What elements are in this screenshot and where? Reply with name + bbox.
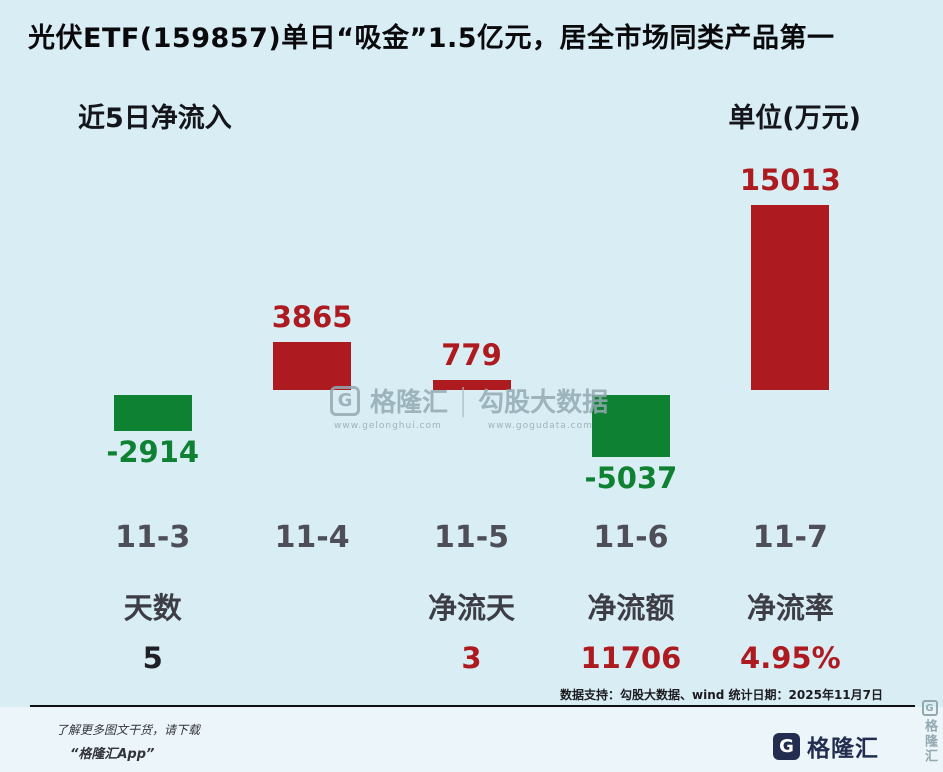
side-watermark-logo-icon: G <box>921 700 938 716</box>
stat-value-2: 11706 <box>580 641 682 675</box>
footer-promo-line2: “格隆汇App” <box>70 747 155 762</box>
date-label-11-6: 11-6 <box>593 520 669 555</box>
chart-title: 近5日净流入 <box>78 103 232 134</box>
bar-value-label: 15013 <box>739 163 841 198</box>
bar-column-11-5: 779 <box>392 150 551 480</box>
date-label-11-5: 11-5 <box>433 520 510 555</box>
side-watermark-text: 格隆汇 <box>922 719 937 764</box>
date-label-11-4: 11-4 <box>274 520 350 555</box>
page-title: 光伏ETF(159857)单日“吸金”1.5亿元，居全市场同类产品第一 <box>28 23 835 54</box>
center-watermark: G 格隆汇 | 勾股大数据 www.gelonghui.com www.gogu… <box>330 382 660 431</box>
stat-value-empty <box>232 641 391 675</box>
bar-11-7 <box>751 205 830 390</box>
bar-column-11-7: 15013 <box>711 150 870 480</box>
x-axis-labels: 11-3 11-4 11-5 11-6 11-7 <box>73 520 870 555</box>
stats-value-row: 5 3 11706 4.95% <box>73 641 870 675</box>
footer-divider <box>30 705 915 707</box>
stat-label-0: 天数 <box>123 591 182 625</box>
watermark-data-url: www.gogudata.com <box>487 421 593 431</box>
bar-11-4 <box>273 342 352 390</box>
bar-11-6 <box>591 395 670 457</box>
watermark-data-brand: 勾股大数据 <box>478 388 609 418</box>
stat-label-empty <box>232 585 391 627</box>
stat-label-1: 净流天 <box>428 591 516 625</box>
data-source-note: 数据支持：勾股大数据、wind 统计日期：2025年11月7日 <box>560 688 883 702</box>
bar-value-label: -5037 <box>584 460 678 495</box>
bar-value-label: -2914 <box>106 434 200 469</box>
bar-11-5 <box>432 380 511 390</box>
date-label-11-3: 11-3 <box>115 520 191 555</box>
watermark-row: G 格隆汇 | 勾股大数据 <box>330 382 660 419</box>
bar-value-label: 3865 <box>271 300 353 335</box>
footer-promo-line1: 了解更多图文干货，请下载 <box>56 723 201 737</box>
stats-label-row: 天数 净流天 净流额 净流率 <box>73 585 870 627</box>
stat-label-3: 净流率 <box>746 591 834 625</box>
gelonghui-logo-icon: G <box>773 732 800 760</box>
watermark-brand-url: www.gelonghui.com <box>334 421 442 431</box>
unit-label: 单位(万元) <box>728 103 861 134</box>
gelonghui-logo: G 格隆汇 <box>773 729 879 763</box>
watermark-separator: | <box>458 383 469 418</box>
watermark-brand: 格隆汇 <box>370 388 449 418</box>
bar-11-3 <box>113 395 192 431</box>
stat-value-1: 3 <box>461 641 482 675</box>
watermark-urls: www.gelonghui.com www.gogudata.com <box>334 421 660 431</box>
bar-column-11-3: -2914 <box>73 150 232 480</box>
bar-chart: -2914 3865 779 -5037 15013 <box>73 150 870 495</box>
bar-column-11-6: -5037 <box>551 150 710 495</box>
stat-value-3: 4.95% <box>740 641 841 675</box>
footer: 了解更多图文干货，请下载 “格隆汇App” G 格隆汇 <box>0 707 943 772</box>
watermark-logo-icon: G <box>330 385 360 416</box>
stat-value-0: 5 <box>142 641 163 675</box>
gelonghui-logo-text: 格隆汇 <box>807 736 879 762</box>
side-watermark: G 格隆汇 <box>920 700 939 764</box>
date-label-11-7: 11-7 <box>752 520 828 555</box>
bars-container: -2914 3865 779 -5037 15013 <box>73 150 870 495</box>
bar-column-11-4: 3865 <box>232 150 391 480</box>
bar-value-label: 779 <box>441 338 502 373</box>
stat-label-2: 净流额 <box>587 591 675 625</box>
